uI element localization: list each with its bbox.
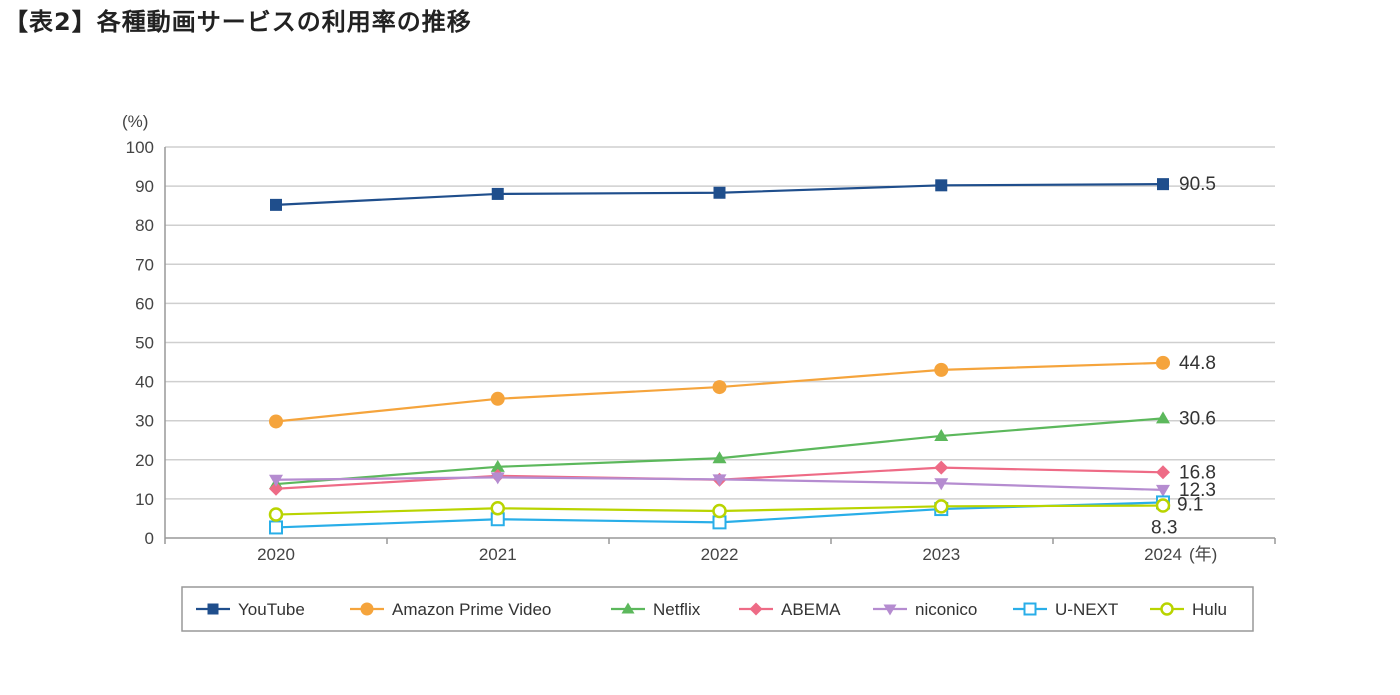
y-tick-label: 20 <box>135 451 154 470</box>
data-label-youtube: 90.5 <box>1179 174 1216 195</box>
data-point-youtube <box>270 198 282 211</box>
page-title: 【表2】各種動画サービスの利用率の推移 <box>4 8 472 36</box>
x-tick-label: 2023 <box>922 545 960 564</box>
legend-marker-netflix <box>621 602 635 614</box>
y-tick-label: 30 <box>135 412 154 431</box>
data-label-netflix: 30.6 <box>1179 408 1216 429</box>
y-axis-unit: (%) <box>122 112 148 131</box>
x-tick-label: 2022 <box>701 545 739 564</box>
data-label-abema: 16.8 <box>1179 462 1216 483</box>
y-tick-label: 0 <box>145 529 154 548</box>
x-tick-label: 2024 <box>1144 545 1182 564</box>
data-point-amazon-prime-video <box>712 380 727 395</box>
legend-label-niconico: niconico <box>915 600 977 619</box>
data-point-netflix <box>490 459 505 472</box>
legend-label-abema: ABEMA <box>781 600 841 619</box>
y-tick-label: 40 <box>135 373 154 392</box>
legend-marker-niconico <box>883 604 897 616</box>
data-point-youtube <box>1157 178 1169 191</box>
data-point-amazon-prime-video <box>934 362 949 377</box>
data-point-abema <box>934 460 949 475</box>
legend-label-u-next: U-NEXT <box>1055 600 1118 619</box>
data-point-abema <box>269 481 283 496</box>
data-point-hulu <box>268 507 284 522</box>
x-tick-label: 2021 <box>479 545 517 564</box>
data-label-hulu: 8.3 <box>1151 518 1177 539</box>
data-point-hulu <box>712 503 727 519</box>
y-tick-label: 70 <box>135 255 154 274</box>
legend-label-youtube: YouTube <box>238 600 305 619</box>
legend-marker-abema <box>749 602 763 616</box>
legend-marker-u-next <box>1023 602 1037 616</box>
data-point-youtube <box>491 187 504 200</box>
data-point-netflix <box>1156 411 1170 424</box>
data-point-netflix <box>712 451 727 464</box>
y-tick-label: 90 <box>135 177 154 196</box>
data-point-netflix <box>934 428 949 441</box>
y-tick-label: 80 <box>135 216 154 235</box>
data-point-niconico <box>934 478 949 491</box>
data-label-amazon-prime-video: 44.8 <box>1179 353 1216 374</box>
data-point-youtube <box>935 179 948 192</box>
x-axis-unit: (年) <box>1189 545 1217 564</box>
data-point-amazon-prime-video <box>269 414 283 429</box>
data-point-amazon-prime-video <box>490 391 505 406</box>
legend-marker-youtube <box>207 603 219 615</box>
data-point-niconico <box>269 474 283 487</box>
data-label-u-next: 9.1 <box>1177 494 1203 515</box>
legend-label-amazon-prime-video: Amazon Prime Video <box>392 600 551 619</box>
data-point-hulu <box>490 501 505 516</box>
data-point-niconico <box>490 472 505 485</box>
legend-marker-hulu <box>1160 602 1174 616</box>
data-point-u-next <box>269 520 283 535</box>
y-tick-label: 60 <box>135 294 154 313</box>
data-point-hulu <box>934 499 949 514</box>
data-point-abema <box>1156 465 1170 480</box>
y-tick-label: 10 <box>135 490 154 509</box>
legend-marker-amazon-prime-video <box>360 602 374 616</box>
data-point-hulu <box>1155 498 1171 513</box>
data-point-amazon-prime-video <box>1156 355 1170 370</box>
legend-label-hulu: Hulu <box>1192 600 1227 619</box>
y-tick-label: 50 <box>135 334 154 353</box>
data-label-niconico: 12.3 <box>1179 480 1216 501</box>
x-tick-label: 2020 <box>257 545 295 564</box>
data-point-niconico <box>712 474 727 487</box>
y-tick-label: 100 <box>126 138 154 157</box>
legend-label-netflix: Netflix <box>653 600 701 619</box>
data-point-niconico <box>1156 484 1170 497</box>
data-point-youtube <box>713 186 726 199</box>
